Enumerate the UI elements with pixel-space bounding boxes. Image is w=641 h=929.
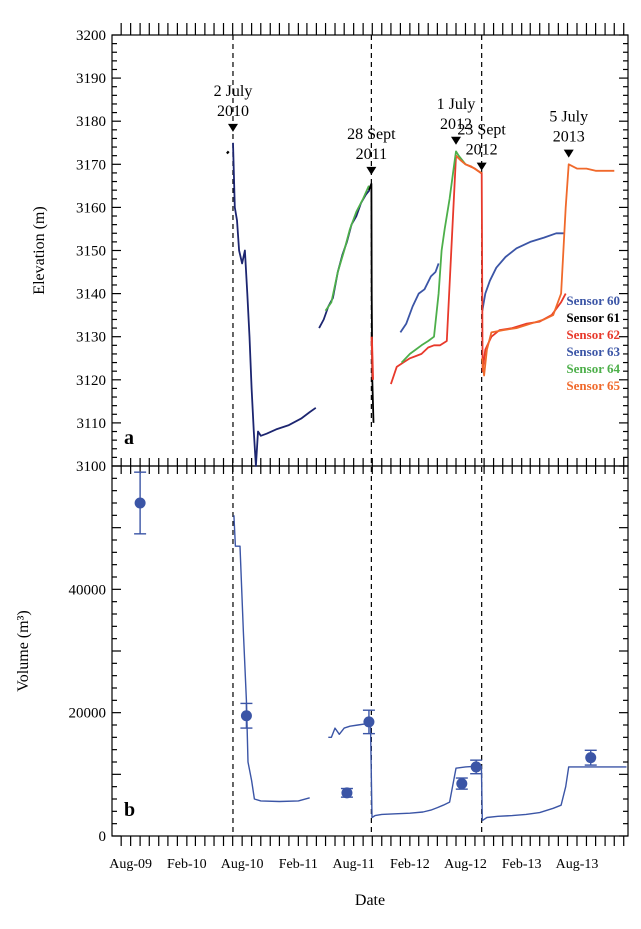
elevation-series-group bbox=[226, 142, 615, 467]
panel-a-frame bbox=[111, 34, 629, 467]
y-tick-label-a: 3110 bbox=[77, 416, 106, 432]
x-tick-label: Aug-11 bbox=[333, 857, 375, 872]
y-tick-label-a: 3180 bbox=[76, 114, 106, 130]
elevation-series-line bbox=[481, 232, 565, 311]
volume-line bbox=[233, 515, 310, 803]
elevation-series-line bbox=[232, 142, 317, 467]
elevation-series-line bbox=[324, 185, 370, 312]
volume-series-group bbox=[134, 471, 627, 822]
event-annotation-label: 23 Sept bbox=[457, 122, 506, 139]
y-tick-label-b: 20000 bbox=[69, 706, 107, 722]
y-tick-label-a: 3160 bbox=[76, 200, 106, 216]
legend-entry: Sensor 65 bbox=[566, 378, 620, 393]
x-tick-label: Feb-13 bbox=[502, 857, 542, 872]
x-tick-label: Aug-09 bbox=[109, 857, 152, 872]
panel-label-a: a bbox=[124, 427, 134, 449]
event-marker-triangle bbox=[227, 123, 238, 132]
y-tick-label-a: 3170 bbox=[76, 157, 106, 173]
event-annotation-label: 2013 bbox=[553, 129, 585, 146]
y-tick-label-a: 3140 bbox=[76, 287, 106, 303]
y-tick-label-a: 3130 bbox=[76, 330, 106, 346]
y-tick-label-b: 0 bbox=[99, 829, 107, 845]
elevation-series-line bbox=[399, 263, 440, 333]
y-tick-label-a: 3150 bbox=[76, 244, 106, 260]
event-annotation-label: 2 July bbox=[214, 83, 253, 100]
x-tick-label: Aug-13 bbox=[556, 857, 599, 872]
event-marker-triangle bbox=[563, 149, 574, 158]
x-tick-label: Aug-12 bbox=[444, 857, 487, 872]
legend-entry: Sensor 60 bbox=[566, 293, 620, 308]
event-annotation-label: 2012 bbox=[466, 142, 498, 159]
elevation-series-line bbox=[226, 150, 230, 155]
volume-data-point bbox=[456, 778, 468, 790]
legend-entry: Sensor 61 bbox=[566, 310, 620, 325]
volume-data-point bbox=[134, 497, 146, 509]
elevation-series-line bbox=[481, 163, 615, 377]
axis-labels: 3100 3110 3120 3130 3140 3150 3160 3170 3180 3190… bbox=[15, 28, 598, 909]
elevation-series-line bbox=[390, 154, 567, 385]
volume-line bbox=[328, 723, 627, 822]
legend-entry: Sensor 62 bbox=[566, 327, 620, 342]
y-tick-label-a: 3200 bbox=[76, 28, 106, 44]
x-axis-title: Date bbox=[355, 892, 385, 909]
event-dashed-lines bbox=[232, 35, 483, 836]
x-tick-label: Aug-10 bbox=[221, 857, 264, 872]
volume-data-point bbox=[470, 761, 482, 773]
legend: Sensor 60 Sensor 61 Sensor 62 Sensor 63 Sens… bbox=[566, 293, 620, 393]
event-marker-triangle bbox=[451, 136, 461, 145]
event-annotation-label: 2011 bbox=[356, 146, 387, 163]
elevation-series-line bbox=[368, 182, 375, 423]
axis-ticks bbox=[112, 23, 628, 846]
x-tick-label: Feb-12 bbox=[390, 857, 430, 872]
event-marker-triangle bbox=[476, 162, 487, 171]
event-annotation-label: 2012 bbox=[440, 116, 472, 133]
x-tick-label: Feb-11 bbox=[279, 857, 318, 872]
volume-data-point bbox=[341, 787, 353, 799]
elevation-series-line bbox=[400, 150, 467, 364]
volume-data-point bbox=[585, 752, 597, 764]
event-annotation-label: 28 Sept bbox=[347, 126, 396, 143]
event-annotation-label: 1 July bbox=[437, 96, 476, 113]
y-tick-label-b: 40000 bbox=[69, 582, 107, 598]
event-marker-triangle bbox=[366, 166, 377, 175]
x-tick-label: Feb-10 bbox=[167, 857, 207, 872]
panel-label-b: b bbox=[124, 799, 135, 821]
y-tick-label-a: 3190 bbox=[76, 71, 106, 87]
y-tick-label-a: 3100 bbox=[76, 459, 106, 475]
elevation-series-line bbox=[318, 189, 371, 329]
y-tick-label-a: 3120 bbox=[76, 373, 106, 389]
legend-entry: Sensor 63 bbox=[566, 344, 620, 359]
panel-b-frame bbox=[111, 465, 629, 837]
volume-data-point bbox=[363, 716, 375, 728]
event-annotation-label: 2010 bbox=[217, 103, 249, 120]
event-annotation-label: 5 July bbox=[549, 109, 588, 126]
elevation-series-line bbox=[455, 155, 483, 174]
volume-data-point bbox=[240, 710, 252, 722]
elevation-series-line bbox=[370, 336, 374, 380]
legend-entry: Sensor 64 bbox=[566, 361, 620, 376]
y-axis-title-b: Volume (m³) bbox=[15, 610, 32, 691]
y-axis-title-a: Elevation (m) bbox=[31, 206, 48, 294]
